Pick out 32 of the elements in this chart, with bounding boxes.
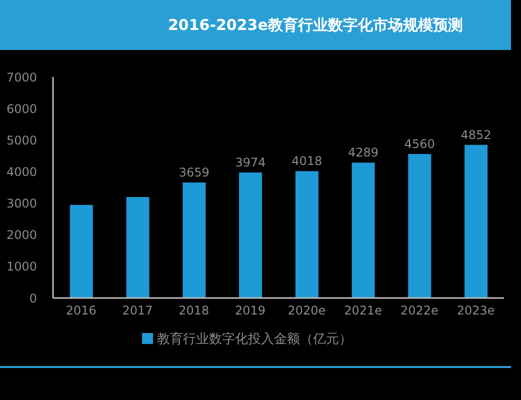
- data-label: 3659: [178, 165, 210, 180]
- y-tick-label: 4000: [6, 164, 37, 179]
- x-tick-label: 2016: [66, 304, 96, 318]
- bar: [182, 182, 206, 298]
- bar: [408, 154, 432, 298]
- x-tick-label: 2022e: [400, 304, 438, 318]
- chart-title: 2016-2023e教育行业数字化市场规模预测: [168, 15, 463, 36]
- data-label: 4852: [460, 128, 492, 142]
- y-tick-label: 1000: [6, 260, 37, 274]
- y-tick-label: 5000: [6, 133, 37, 148]
- bar: [352, 162, 375, 298]
- data-label: 4560: [404, 137, 435, 152]
- y-tick-label: 3000: [6, 196, 37, 211]
- bar: [70, 204, 93, 298]
- y-tick-label: 7000: [6, 70, 37, 84]
- bar: [126, 196, 150, 298]
- x-tick-label: 2020e: [288, 304, 326, 318]
- bar: [239, 172, 262, 298]
- data-label: 4289: [348, 146, 379, 160]
- x-tick-label: 2023e: [456, 304, 495, 318]
- y-tick-label: 0: [29, 291, 37, 306]
- data-label: 4018: [292, 154, 322, 168]
- x-tick-label: 2019: [235, 304, 266, 318]
- x-tick-label: 2018: [178, 304, 210, 318]
- data-label: 3974: [235, 156, 266, 170]
- legend-label: 教育行业数字化投入金额（亿元）: [157, 332, 352, 347]
- y-tick-label: 6000: [6, 102, 37, 116]
- bar: [464, 144, 488, 298]
- x-tick-label: 2017: [122, 304, 153, 318]
- bar: [295, 171, 318, 298]
- x-tick-label: 2021e: [344, 304, 382, 318]
- y-tick-label: 2000: [6, 228, 37, 242]
